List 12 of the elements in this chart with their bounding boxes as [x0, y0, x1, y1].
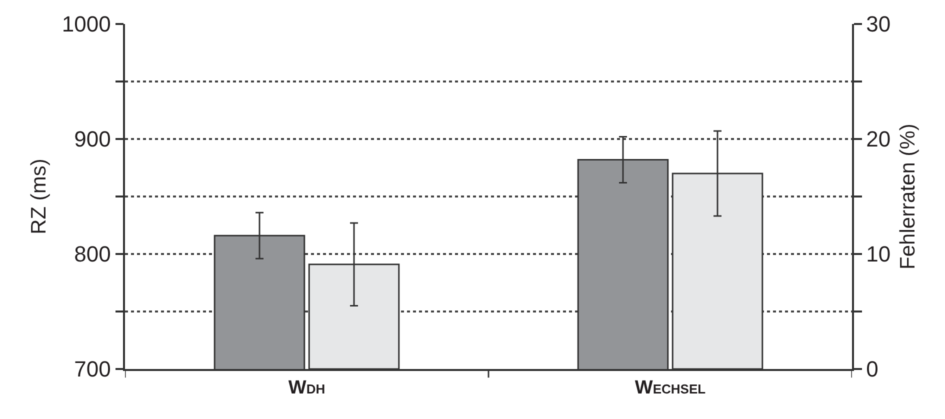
x-tick-label: Wechsel [634, 378, 706, 399]
y2-axis-title: Fehlerraten (%) [896, 124, 920, 270]
y-tick-label: 800 [74, 242, 111, 267]
y-tick-label: 900 [74, 126, 111, 152]
x-tick-label: Wdh [288, 378, 326, 399]
y-axis-title: RZ (ms) [28, 158, 51, 234]
y2-tick-label: 10 [866, 242, 891, 267]
y-tick-label: 1000 [62, 12, 111, 37]
y2-tick-label: 0 [866, 356, 878, 382]
y-tick-label: 700 [74, 356, 111, 382]
y2-tick-label: 30 [866, 12, 891, 37]
y2-tick-label: 20 [866, 126, 891, 152]
